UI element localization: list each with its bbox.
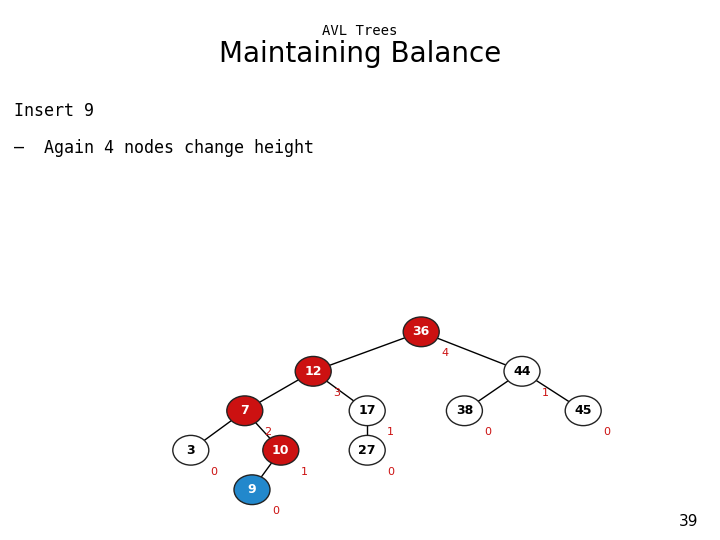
Ellipse shape [349,435,385,465]
Text: 1: 1 [301,467,307,477]
Text: 0: 0 [211,467,217,477]
Ellipse shape [263,435,299,465]
Ellipse shape [349,396,385,426]
Text: 36: 36 [413,325,430,339]
Text: 0: 0 [603,427,610,437]
Ellipse shape [173,435,209,465]
Text: 10: 10 [272,444,289,457]
Ellipse shape [234,475,270,504]
Text: 3: 3 [333,388,340,397]
Text: 0: 0 [387,467,394,477]
Ellipse shape [403,317,439,347]
Text: Insert 9: Insert 9 [14,102,94,120]
Text: 1: 1 [387,427,394,437]
Text: 45: 45 [575,404,592,417]
Text: 38: 38 [456,404,473,417]
Ellipse shape [504,356,540,386]
Text: 12: 12 [305,365,322,378]
Ellipse shape [446,396,482,426]
Text: 27: 27 [359,444,376,457]
Text: 1: 1 [541,388,549,397]
Text: 9: 9 [248,483,256,496]
Ellipse shape [295,356,331,386]
Ellipse shape [565,396,601,426]
Text: 3: 3 [186,444,195,457]
Text: 39: 39 [679,514,698,529]
Text: 0: 0 [484,427,491,437]
Text: 0: 0 [272,506,279,516]
Text: 44: 44 [513,365,531,378]
Text: 17: 17 [359,404,376,417]
Text: 2: 2 [265,427,271,437]
Text: –  Again 4 nodes change height: – Again 4 nodes change height [14,139,315,157]
Text: AVL Trees: AVL Trees [323,24,397,38]
Text: Maintaining Balance: Maintaining Balance [219,40,501,69]
Ellipse shape [227,396,263,426]
Text: 4: 4 [441,348,448,358]
Text: 7: 7 [240,404,249,417]
